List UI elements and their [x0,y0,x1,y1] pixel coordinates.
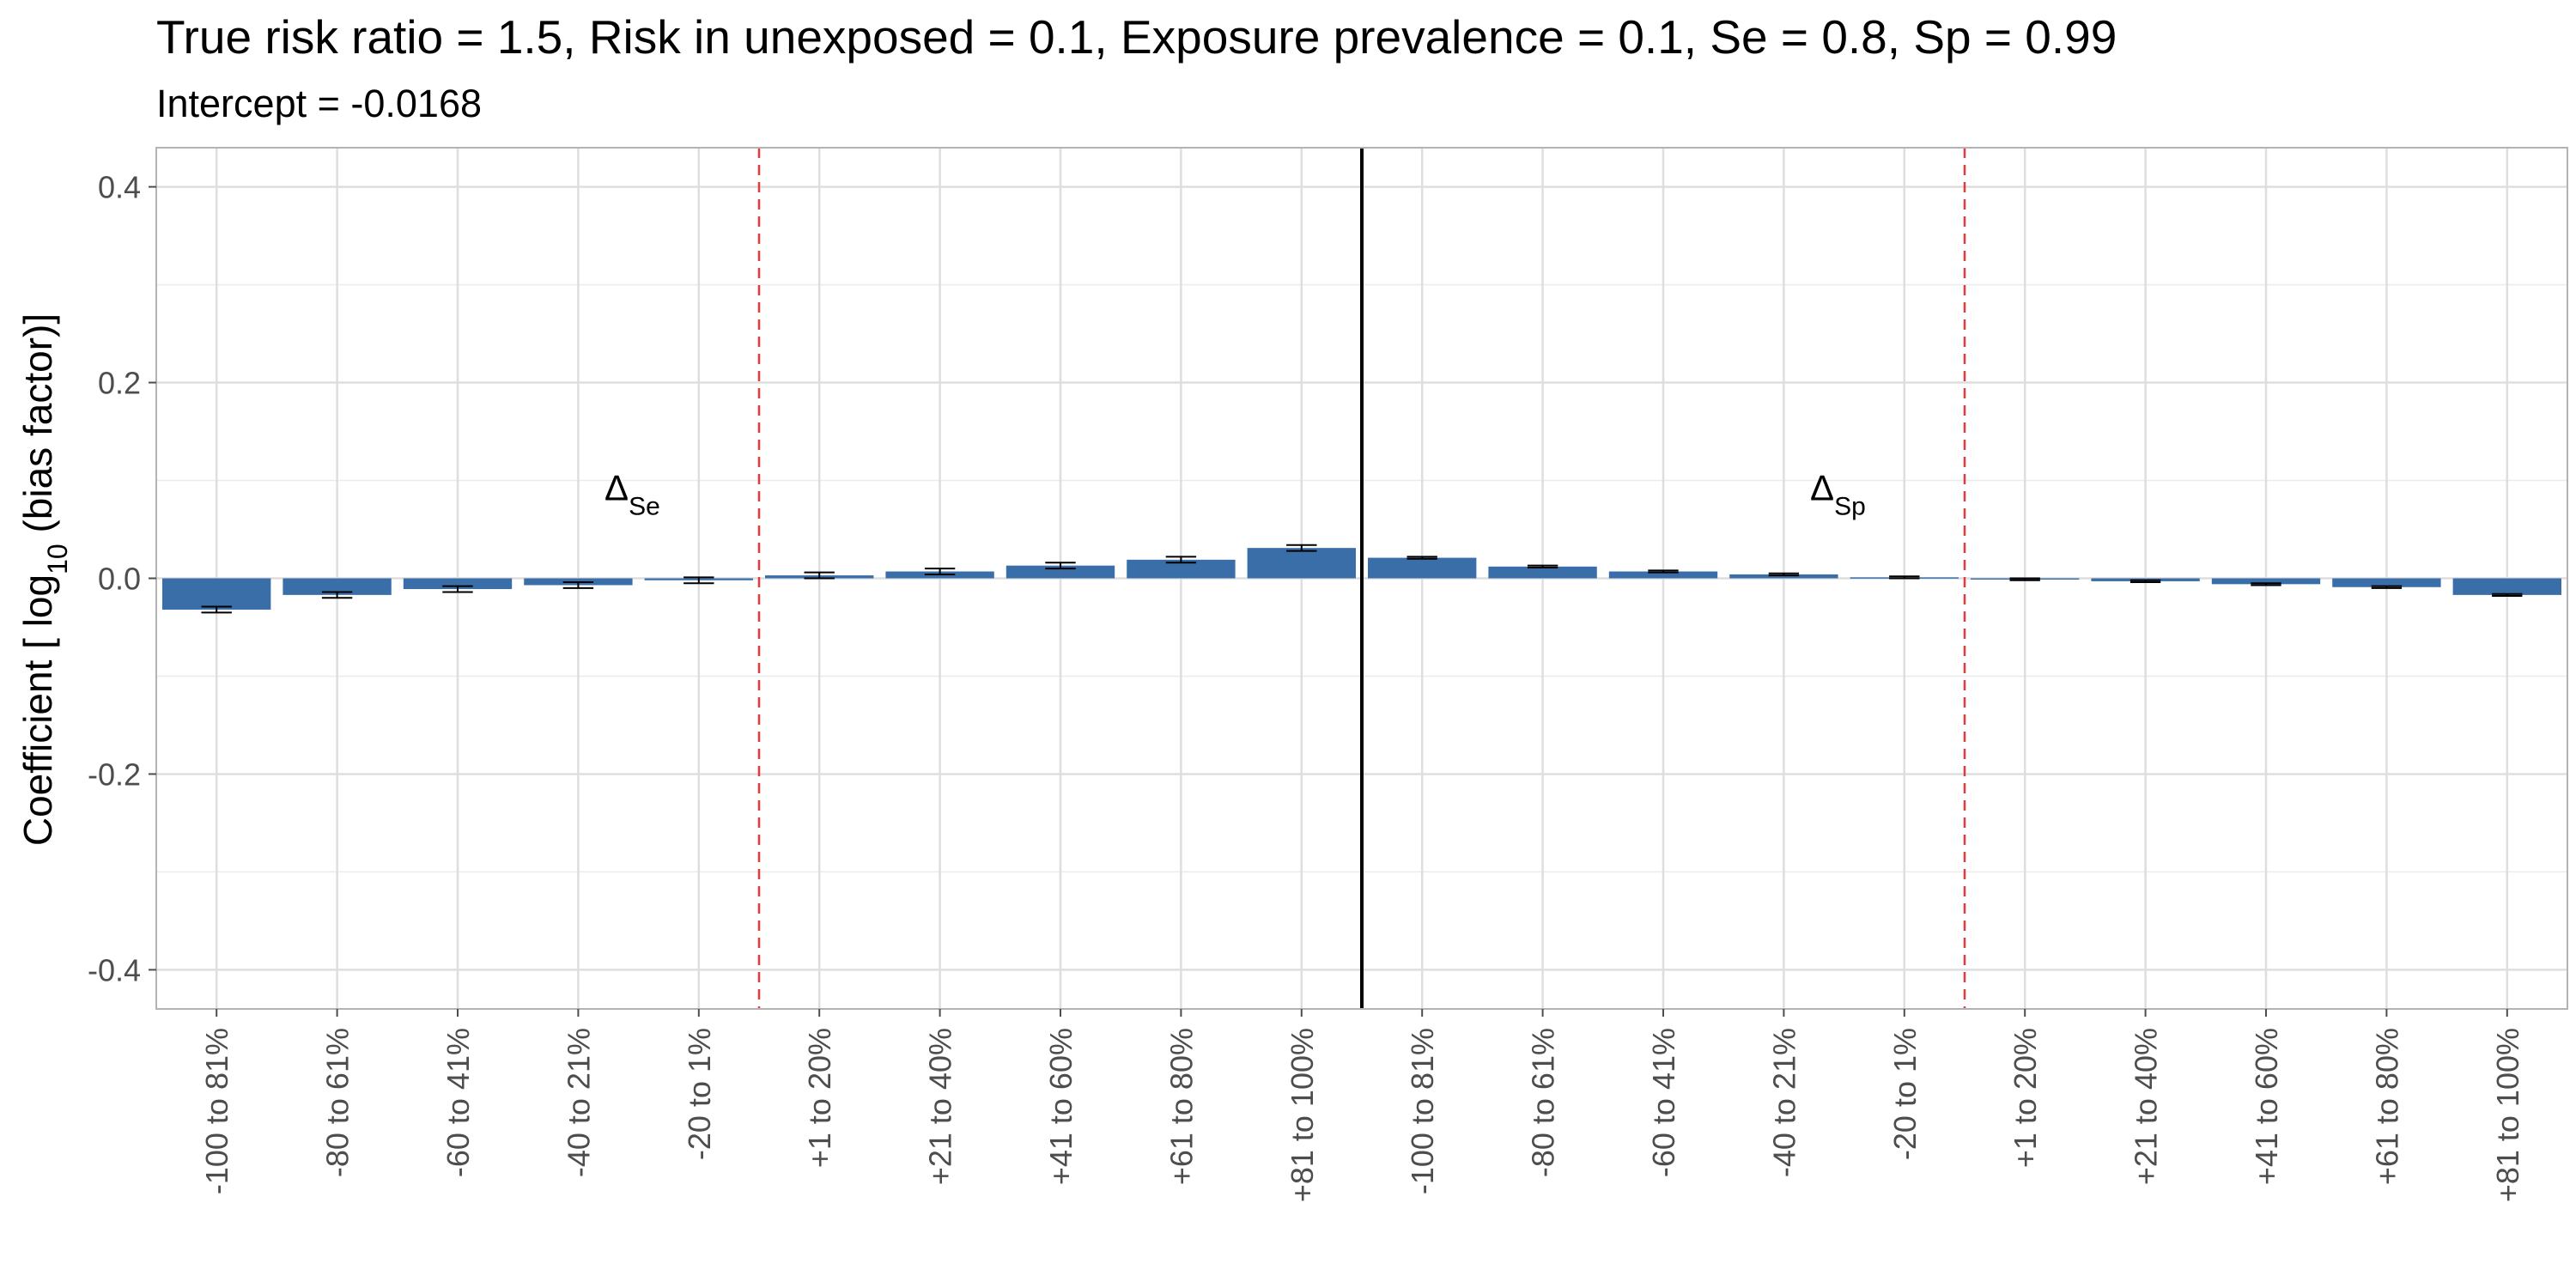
x-tick-label: +61 to 80% [1163,1028,1199,1185]
group-label: ΔSp [1810,467,1866,520]
y-axis-title: Coefficient [ log10 (bias factor)] [15,313,73,846]
chart-title: True risk ratio = 1.5, Risk in unexposed… [156,10,2117,64]
y-tick-label: 0.4 [98,170,141,205]
y-tick-label: 0.2 [98,366,141,401]
x-tick-label: +61 to 80% [2369,1028,2404,1185]
plot-area: ΔSe ΔSp-0.4-0.20.00.20.4-100 to 81% -80 to… [88,147,2568,1202]
group-label-delta: Δ [1810,467,1834,507]
x-tick-label: -60 to 41% [1646,1028,1681,1177]
bar [1488,566,1597,579]
x-tick-label: +21 to 40% [2129,1028,2164,1185]
x-tick-label: -40 to 21% [1766,1028,1801,1177]
group-label: ΔSe [605,467,660,520]
chart-subtitle: Intercept = -0.0168 [156,82,482,125]
x-tick-label: -40 to 21% [561,1028,596,1177]
x-tick-label: +1 to 20% [2008,1028,2043,1168]
x-tick-label: -80 to 61% [320,1028,355,1177]
y-axis-title-suffix: (bias factor)] [15,313,60,544]
x-tick-label: -100 to 81% [1405,1028,1440,1194]
x-tick-label: +41 to 60% [1043,1028,1078,1185]
bar [1608,571,1718,579]
y-tick-label: -0.2 [88,756,141,792]
x-tick-label: +81 to 100% [2490,1028,2525,1202]
bar [1729,574,1838,579]
bar [1127,559,1236,579]
y-tick-label: -0.4 [88,952,141,987]
bar [283,578,392,595]
y-axis-title-subscript: 10 [42,544,73,574]
group-label-delta: Δ [605,467,629,507]
bar [162,578,271,610]
bar [2332,578,2441,587]
group-label-subscript: Sp [1834,492,1866,520]
x-tick-label: +41 to 60% [2249,1028,2284,1185]
x-tick-label: +21 to 40% [923,1028,958,1185]
x-tick-label: -100 to 81% [199,1028,234,1194]
bar [2452,578,2561,595]
x-tick-label: -20 to 1% [1887,1028,1923,1160]
y-axis-title-prefix: Coefficient [ log [15,574,60,846]
x-tick-label: -60 to 41% [440,1028,476,1177]
x-tick-label: +1 to 20% [802,1028,837,1168]
bar [2211,578,2321,585]
bar [403,578,513,590]
x-tick-label: +81 to 100% [1285,1028,1320,1202]
bar [1005,565,1115,579]
bar [1368,557,1477,579]
bar [1247,548,1356,579]
x-tick-label: -20 to 1% [682,1028,717,1160]
group-label-subscript: Se [629,492,660,520]
x-tick-label: -80 to 61% [1526,1028,1561,1177]
y-tick-label: 0.0 [98,562,141,597]
